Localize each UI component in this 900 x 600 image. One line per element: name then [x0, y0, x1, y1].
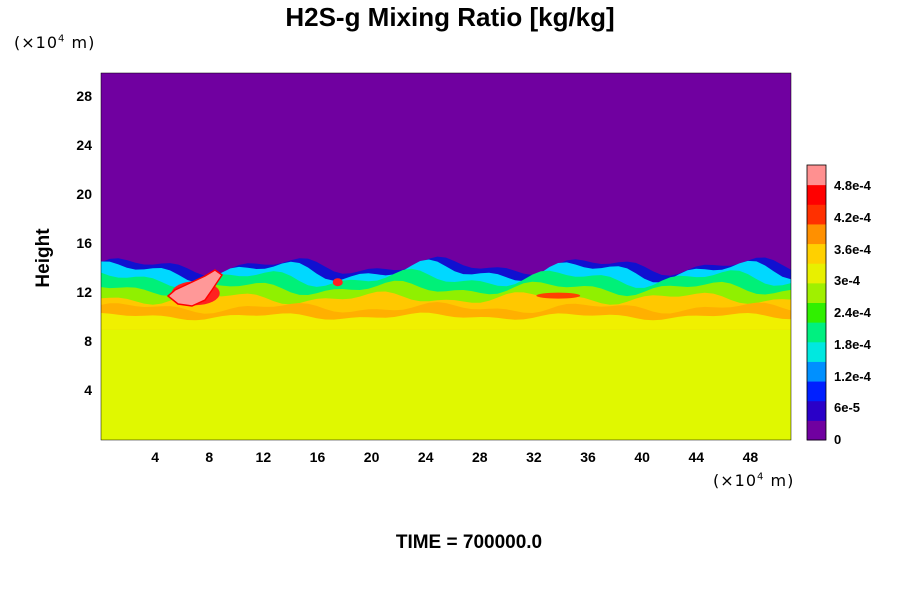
y-tick-label: 4 [84, 382, 92, 399]
time-label: TIME = 700000.0 [395, 532, 543, 553]
chart-title: H2S-g Mixing Ratio [kg/kg] [285, 2, 615, 32]
band-yellow-lower [101, 312, 791, 330]
y-tick-label: 8 [84, 333, 92, 350]
x-tick-label: 8 [205, 449, 214, 465]
colorbar-segment [807, 204, 826, 225]
colorbar-segment [807, 341, 826, 362]
colorbar-tick-label: 4.8e-4 [834, 178, 871, 194]
colorbar-segment [807, 420, 826, 441]
colorbar-tick-label: 2.4e-4 [834, 305, 871, 321]
x-tick-label: 40 [634, 449, 650, 465]
y-unit-label: (×104 m) [14, 33, 96, 52]
red-streak [536, 292, 581, 299]
colorbar-tick-label: 3.6e-4 [834, 241, 871, 257]
x-tick-label: 24 [417, 449, 434, 465]
colorbar-tick-label: 6e-5 [834, 400, 861, 416]
y-tick-label: 16 [76, 235, 92, 252]
small-red-spot [332, 278, 343, 287]
y-tick-label: 24 [76, 137, 92, 154]
colorbar-segment [807, 243, 826, 264]
x-tick-label: 20 [363, 449, 380, 465]
colorbar-frame [806, 164, 827, 441]
x-tick-label: 48 [742, 449, 759, 465]
x-tick-label: 4 [151, 449, 159, 465]
x-tick-label: 36 [580, 449, 596, 465]
colorbar-tick-label: 1.8e-4 [834, 336, 871, 352]
colorbar-tick-label: 4.2e-4 [834, 209, 871, 225]
x-tick-label: 44 [688, 449, 705, 465]
colorbar-segment [807, 165, 826, 186]
colorbar-tick-label: 0 [834, 432, 842, 447]
x-tick-label: 32 [526, 449, 542, 465]
colorbar-segment [807, 184, 826, 205]
colorbar-segment [807, 381, 826, 402]
colorbar-tick-label: 1.2e-4 [834, 368, 871, 384]
colorbar-segment [807, 263, 826, 284]
y-tick-label: 20 [76, 186, 92, 203]
colorbar-segment [807, 322, 826, 343]
peak-blob [166, 269, 224, 307]
x-unit-label: (×104 m) [713, 471, 795, 490]
x-tick-label: 28 [472, 449, 488, 465]
colorbar-segment [807, 223, 826, 245]
y-tick-label: 12 [76, 284, 92, 301]
colorbar-segment [807, 282, 826, 303]
field-lower-region [101, 329, 791, 440]
x-tick-label: 12 [255, 449, 272, 465]
colorbar-tick-label: 3e-4 [834, 273, 861, 289]
colorbar-segment [807, 302, 826, 323]
x-tick-label: 16 [309, 449, 326, 465]
plot-frame [100, 72, 792, 441]
y-tick-label: 28 [76, 88, 92, 105]
colorbar-segment [807, 361, 826, 382]
colorbar-segment [807, 400, 826, 421]
